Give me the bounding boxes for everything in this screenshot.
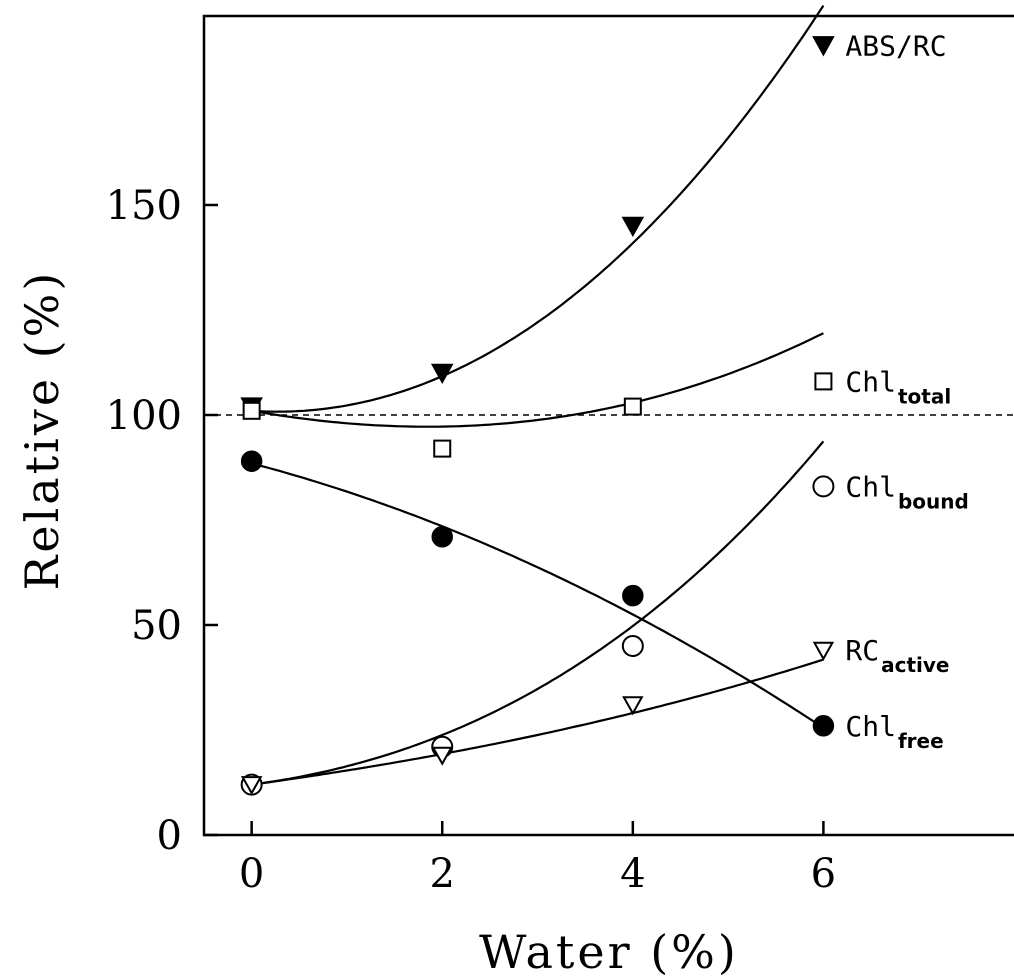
series-label-sub: total: [898, 384, 951, 408]
data-point: [622, 696, 644, 716]
x-tick-label: 0: [239, 851, 264, 897]
series-label: RC active: [845, 634, 949, 677]
y-tick-label: 150: [106, 183, 182, 229]
plot-frame: [202, 14, 1014, 837]
x-tick-label: 2: [430, 851, 455, 897]
data-point: [431, 746, 453, 766]
fit-curve: [251, 4, 825, 413]
fit-curve: [251, 332, 824, 428]
data-point: [240, 776, 263, 796]
series-label-main: Chl: [845, 470, 896, 503]
series-label-main: Chl: [845, 710, 896, 743]
fit-curve: [251, 658, 824, 786]
y-tick-label: 50: [131, 603, 182, 649]
data-point: [622, 584, 644, 607]
x-tick-label: 6: [811, 851, 836, 897]
series-label-sub: active: [881, 653, 949, 677]
x-axis-title: Water (%): [479, 925, 739, 979]
data-point: [433, 439, 452, 458]
data-point: [430, 363, 454, 385]
data-point: [240, 450, 263, 472]
data-point: [812, 475, 835, 498]
y-axis-title: Relative (%): [15, 270, 69, 591]
x-tick-label: 4: [620, 851, 645, 897]
data-point: [812, 36, 835, 57]
axes: 0 2 4 6 0 50 100 150: [106, 14, 1014, 897]
data-point: [621, 635, 644, 657]
series-label-sub: bound: [898, 489, 969, 513]
series-label: ABS/RC: [845, 29, 946, 62]
series-label: Chl bound: [845, 470, 968, 513]
data-markers: [240, 36, 835, 796]
data-point: [242, 401, 261, 420]
series-label: Chl total: [845, 365, 951, 408]
y-tick-label: 100: [106, 393, 182, 439]
series-label-main: Chl: [845, 365, 896, 398]
data-point: [814, 372, 833, 391]
data-point: [812, 641, 835, 661]
data-point: [431, 526, 453, 548]
series-label-main: RC: [845, 634, 879, 667]
data-point: [623, 397, 642, 416]
fit-curve: [251, 440, 825, 786]
data-point: [812, 715, 835, 737]
data-point: [621, 216, 645, 238]
y-tick-label: 0: [157, 813, 182, 859]
fit-curves: [251, 4, 825, 786]
series-label: Chl free: [845, 710, 943, 753]
fit-curve: [251, 462, 824, 729]
series-label-main: ABS/RC: [845, 29, 946, 62]
series-label-sub: free: [898, 729, 944, 753]
